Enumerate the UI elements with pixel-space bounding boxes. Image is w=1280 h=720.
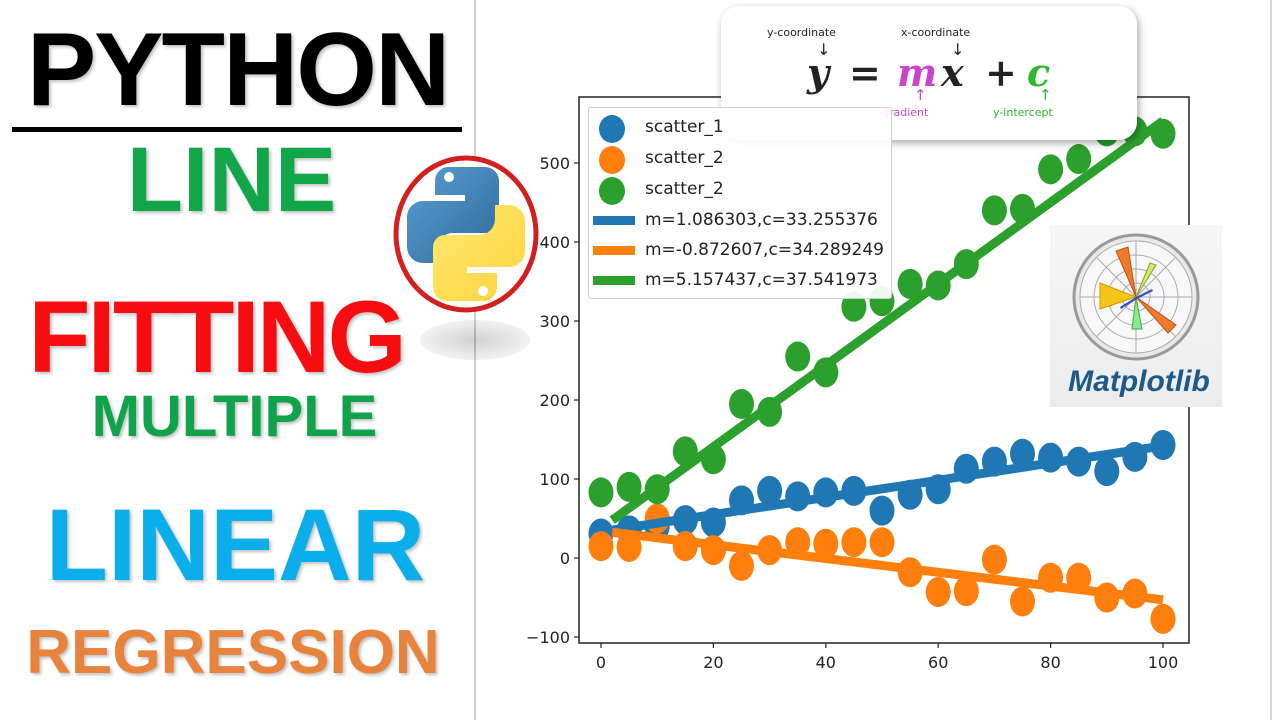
legend-item: scatter_2: [589, 143, 889, 174]
eq-c: c: [1027, 50, 1051, 95]
legend-item: m=1.086303,c=33.255376: [589, 205, 889, 235]
chart-legend: scatter_1 scatter_2 scatter_2 m=1.086303…: [588, 107, 892, 299]
scatter-point: [869, 527, 895, 558]
scatter-point: [981, 195, 1007, 226]
eq-m: m: [897, 50, 938, 95]
y-tick-label: 200: [539, 391, 570, 410]
legend-item: m=-0.872607,c=34.289249: [589, 235, 889, 265]
python-logo-icon: [393, 155, 539, 313]
y-tick-label: 0: [560, 549, 570, 568]
scatter-point: [841, 527, 867, 558]
scatter-point: [616, 471, 642, 502]
matplotlib-wordmark: Matplotlib: [1068, 365, 1210, 398]
legend-label: scatter_2: [645, 179, 724, 199]
scatter-point: [1066, 144, 1092, 175]
logo-shadow: [420, 320, 530, 360]
label-y-coordinate: y-coordinate: [767, 26, 836, 39]
legend-item: scatter_2: [589, 174, 889, 205]
panel-right-edge: [1270, 0, 1272, 720]
scatter-point: [1150, 603, 1176, 634]
y-tick-label: −100: [526, 628, 570, 647]
eq-y: y: [807, 50, 830, 95]
legend-label: scatter_2: [645, 148, 724, 168]
scatter-point: [953, 576, 979, 607]
x-tick-label: 100: [1148, 653, 1179, 672]
scatter-point: [813, 528, 839, 559]
polar-chart-icon: [1072, 233, 1200, 361]
marker-dot-icon: [599, 177, 625, 205]
scatter-point: [588, 477, 614, 508]
eq-equals: =: [849, 50, 881, 95]
legend-label: m=5.157437,c=37.541973: [645, 270, 878, 290]
line-swatch-icon: [593, 246, 635, 255]
arrow-up-icon: ↑: [914, 86, 927, 104]
fit-line: [611, 527, 1164, 605]
arrow-down-icon: ↓: [817, 40, 831, 59]
x-tick-label: 80: [1040, 653, 1060, 672]
title-fitting: FITTING: [28, 280, 407, 394]
x-tick-label: 0: [596, 653, 606, 672]
scatter-point: [785, 527, 811, 558]
arrow-down-icon: ↓: [951, 40, 965, 59]
title-python: PYTHON: [26, 12, 450, 128]
title-block: PYTHON LINE FITTING MULTIPLE LINEAR REGR…: [0, 0, 475, 720]
line-swatch-icon: [593, 216, 635, 225]
title-underline: [12, 127, 462, 132]
label-y-intercept: y-intercept: [993, 106, 1053, 119]
line-swatch-icon: [593, 276, 635, 285]
y-tick-label: 500: [539, 154, 570, 173]
scatter-point: [981, 544, 1007, 575]
eq-plus: +: [985, 50, 1017, 95]
marker-dot-icon: [599, 146, 625, 174]
title-linear: LINEAR: [45, 488, 426, 602]
y-tick-label: 400: [539, 233, 570, 252]
legend-item: scatter_1: [589, 112, 889, 143]
marker-dot-icon: [599, 115, 625, 143]
arrow-up-icon: ↑: [1039, 86, 1052, 104]
y-tick-label: 300: [539, 312, 570, 331]
x-tick-label: 20: [703, 653, 723, 672]
title-regression: REGRESSION: [26, 618, 440, 687]
scatter-point: [1150, 430, 1176, 461]
scatter-point: [1038, 154, 1064, 185]
scatter-point: [785, 341, 811, 372]
legend-label: m=-0.872607,c=34.289249: [645, 240, 884, 260]
legend-label: scatter_1: [645, 117, 724, 137]
scatter-point: [1010, 438, 1035, 469]
title-multiple: MULTIPLE: [91, 384, 378, 449]
x-tick-label: 40: [816, 653, 836, 672]
eq-x: x: [941, 50, 964, 95]
title-line: LINE: [126, 129, 337, 231]
legend-item: m=5.157437,c=37.541973: [589, 265, 889, 295]
scatter-point: [841, 291, 867, 322]
scatter-point: [757, 475, 783, 506]
scatter-point: [588, 531, 614, 562]
panel-divider: [474, 0, 476, 720]
legend-label: m=1.086303,c=33.255376: [645, 210, 878, 230]
scatter-point: [869, 495, 895, 526]
y-tick-label: 100: [539, 470, 570, 489]
scatter-point: [1094, 456, 1120, 487]
scatter-point: [925, 576, 951, 607]
x-tick-label: 60: [928, 653, 948, 672]
matplotlib-logo: Matplotlib: [1050, 225, 1222, 407]
scatter-point: [897, 268, 923, 299]
scatter-point: [729, 388, 754, 419]
fit-line: [611, 441, 1164, 535]
scatter-point: [729, 550, 754, 581]
label-x-coordinate: x-coordinate: [901, 26, 971, 39]
fit-line: [609, 117, 1166, 524]
label-gradient: gradient: [882, 106, 929, 119]
scatter-point: [1010, 586, 1035, 617]
